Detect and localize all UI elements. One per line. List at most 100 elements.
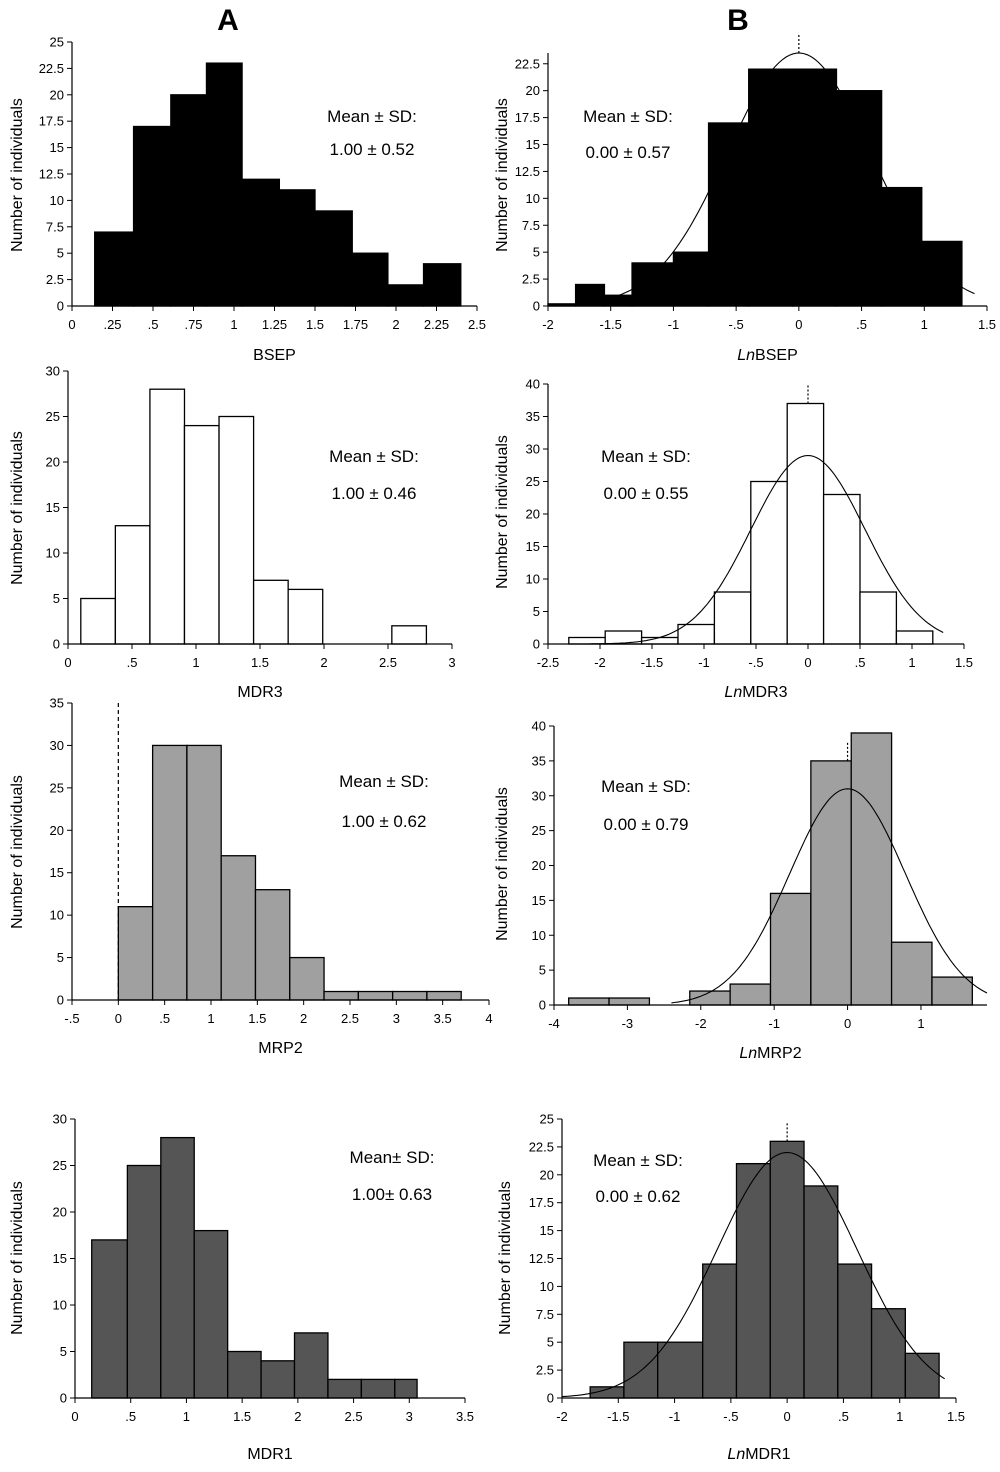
y-tick-label: 0 (60, 1391, 67, 1406)
x-tick-label: 1.5 (978, 317, 996, 332)
x-tick-label: 0 (115, 1011, 122, 1026)
x-axis-label-rest: MRP2 (757, 1045, 802, 1062)
y-tick-label: 5 (533, 245, 540, 260)
histogram-bar (835, 90, 883, 307)
x-axis-label: LnMDR3 (724, 684, 787, 701)
y-tick-label: 0 (533, 299, 540, 314)
histogram-bar (357, 990, 394, 1001)
x-tick-label: 3 (393, 1011, 400, 1026)
y-tick-label: 15 (540, 1223, 554, 1238)
stat-value: 0.00 ± 0.79 (604, 815, 689, 834)
y-tick-label: 5 (547, 1335, 554, 1350)
y-tick-label: 15 (526, 539, 540, 554)
y-tick-label: 10 (540, 1279, 554, 1294)
y-axis-label: Number of individuals (494, 98, 511, 252)
x-tick-label: 1 (896, 1409, 903, 1424)
x-axis-label: MRP2 (258, 1040, 303, 1057)
chart-ln-mdr3: -2.5 -2 -1.5 -1 -.5 0 .5 1 1.5 0 5 10 15 20 25 30 35 40 Nu… (494, 377, 973, 702)
x-tick-label: -.5 (748, 655, 763, 670)
histogram-bar (769, 892, 812, 1006)
y-tick-label: 20 (50, 823, 64, 838)
y-tick-label: 12.5 (39, 167, 64, 182)
x-tick-label: 2 (294, 1409, 301, 1424)
x-axis-label: LnMDR1 (727, 1446, 790, 1463)
y-tick-label: 15 (50, 140, 64, 155)
histogram-bar (568, 997, 610, 1006)
histogram-bar (895, 630, 934, 645)
x-tick-label: .5 (148, 317, 159, 332)
histogram-bar (91, 1239, 129, 1399)
x-tick-label: 2 (300, 1011, 307, 1026)
y-tick-label: 5 (533, 604, 540, 619)
x-tick-label: 1.25 (262, 317, 287, 332)
x-axis-label-italic: Ln (724, 684, 742, 701)
histogram-bar (921, 240, 963, 307)
x-tick-label: -1 (698, 655, 710, 670)
x-tick-label: 0 (68, 317, 75, 332)
histogram-bar (713, 591, 752, 645)
y-tick-label: 25 (50, 35, 64, 50)
y-tick-label: 35 (532, 753, 546, 768)
histogram-bar (426, 990, 462, 1001)
x-tick-label: -1 (668, 317, 680, 332)
x-axis-label-italic: Ln (739, 1045, 757, 1062)
x-tick-label: -.5 (723, 1409, 738, 1424)
y-tick-label: 30 (532, 788, 546, 803)
y-tick-label: 17.5 (515, 110, 540, 125)
y-tick-label: 10 (50, 908, 64, 923)
stat-label: Mean ± SD: (601, 777, 691, 796)
x-tick-label: .5 (856, 317, 867, 332)
y-tick-label: 20 (526, 83, 540, 98)
histogram-bar (149, 388, 186, 645)
chart-mdr1: 0 .5 1 1.5 2 2.5 3 3.5 0 5 10 15 20 25 30 Number of ind… (9, 1112, 474, 1464)
x-tick-label: 1 (908, 655, 915, 670)
chart-ln-bsep: -2 -1.5 -1 -.5 0 .5 1 1.5 0 2.5 5 7.5 10 12.5 15 17.5 20… (494, 35, 996, 364)
x-tick-label: 3 (406, 1409, 413, 1424)
x-tick-label: 1 (207, 1011, 214, 1026)
y-tick-label: 20 (53, 1205, 67, 1220)
y-tick-label: 0 (533, 637, 540, 652)
x-tick-label: 0 (795, 317, 802, 332)
stat-label: Mean ± SD: (601, 447, 691, 466)
x-tick-label: 0 (804, 655, 811, 670)
histogram-bar (293, 1332, 329, 1399)
histogram-bar (289, 956, 325, 1001)
histogram-bar (160, 1136, 195, 1399)
y-tick-label: 2.5 (46, 272, 64, 287)
histogram-bar (391, 990, 428, 1001)
y-tick-label: 10 (526, 572, 540, 587)
histogram-bar (227, 1350, 262, 1399)
x-tick-label: 1.5 (947, 1409, 965, 1424)
y-tick-label: 22.5 (529, 1139, 554, 1154)
stat-label: Mean ± SD: (327, 107, 417, 126)
y-tick-label: 15 (532, 893, 546, 908)
x-tick-label: .5 (159, 1011, 170, 1026)
x-tick-label: 1 (230, 317, 237, 332)
normal-curve (671, 788, 988, 1004)
y-tick-label: 15 (46, 500, 60, 515)
chart-bsep: 0 .25 .5 .75 1 1.25 1.5 1.75 2 2.25 2.5 0 2.5 5 7.5 10 1… (9, 35, 486, 365)
y-tick-label: 30 (526, 442, 540, 457)
histogram-bar (391, 625, 428, 645)
x-axis-label-italic: Ln (737, 347, 755, 364)
x-tick-label: 1.5 (248, 1011, 266, 1026)
histogram-bar (327, 1378, 363, 1399)
x-axis-label-rest: MDR1 (745, 1446, 790, 1463)
y-tick-label: 20 (50, 87, 64, 102)
histogram-bar (568, 636, 606, 645)
y-tick-label: 20 (532, 858, 546, 873)
histogram-bar (254, 889, 291, 1001)
y-tick-label: 10 (526, 191, 540, 206)
x-axis-label: LnBSEP (737, 347, 797, 364)
y-tick-label: 10 (53, 1298, 67, 1313)
x-tick-label: -1 (669, 1409, 681, 1424)
y-tick-label: 5 (57, 950, 64, 965)
x-tick-label: .75 (184, 317, 202, 332)
histogram-bar (132, 125, 172, 307)
x-tick-label: -2 (695, 1016, 707, 1031)
x-tick-label: -.5 (64, 1011, 79, 1026)
histogram-bar (702, 1263, 738, 1399)
y-tick-label: 0 (539, 998, 546, 1013)
y-tick-label: 10 (46, 546, 60, 561)
